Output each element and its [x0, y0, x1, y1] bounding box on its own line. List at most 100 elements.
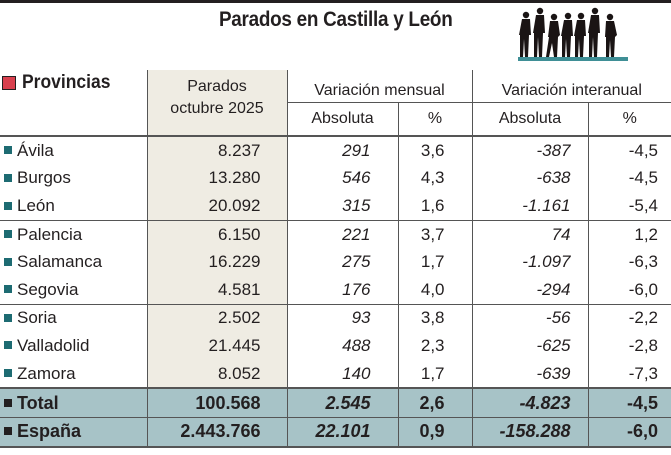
mensual-pct-value: 1,7 [397, 359, 472, 389]
interanual-pct-value: -2,8 [587, 332, 671, 360]
mensual-pct-value: 4,3 [397, 164, 472, 193]
parados-header-line1: Parados [187, 78, 247, 95]
interanual-abs-value: -158.288 [471, 416, 588, 448]
parados-value: 20.092 [146, 192, 288, 221]
mensual-pct-value: 3,8 [397, 303, 472, 333]
interanual-pct-value: 1,2 [587, 219, 671, 249]
people-queue-icon [518, 7, 628, 61]
total-label: Total [17, 392, 59, 413]
mensual-abs-value: 488 [342, 335, 371, 355]
unemployment-table: Parados octubre 2025 Variación mensual V… [0, 70, 671, 448]
mensual-abs-value: 93 [287, 303, 398, 333]
interanual-pct-value: -2,2 [587, 303, 671, 333]
interanual-absoluta-header: Absoluta [471, 102, 588, 136]
parados-value: 4.581 [146, 275, 288, 305]
province-name: Zamora [17, 363, 76, 383]
parados-value: 2.443.766 [146, 416, 288, 448]
interanual-pct-value: -6,0 [587, 275, 671, 305]
interanual-pct-value: -4,5 [587, 164, 671, 193]
table-row: Zamora 8.052 140 1,7 -639 -7,3 [0, 359, 671, 389]
mensual-pct-header: % [397, 102, 472, 136]
mensual-absoluta-header: Absoluta [311, 110, 374, 127]
mensual-abs-value: 275 [342, 252, 371, 272]
table-row: Palencia 6.150 221 3,7 74 1,2 [0, 219, 671, 249]
mensual-pct-value: 1,6 [397, 192, 472, 221]
table-row: Soria 2.502 93 3,8 -56 -2,2 [0, 303, 671, 333]
parados-value: 8.237 [146, 135, 288, 165]
table-row: Burgos 13.280 546 4,3 -638 -4,5 [0, 164, 671, 193]
parados-value: 8.052 [146, 359, 288, 389]
interanual-abs-value: -625 [471, 332, 588, 360]
espana-marker-icon [4, 427, 12, 436]
province-marker-icon [4, 341, 12, 350]
province-marker-icon [4, 201, 12, 210]
mensual-abs-value: 546 [342, 168, 371, 188]
province-marker-icon [4, 313, 12, 322]
mensual-pct-value: 3,6 [397, 135, 472, 165]
mensual-abs-value: 221 [287, 219, 398, 249]
province-name: Burgos [17, 168, 71, 188]
parados-value: 13.280 [146, 164, 288, 193]
interanual-pct-value: -6,0 [587, 416, 671, 448]
interanual-pct-value: -4,5 [587, 135, 671, 165]
provincias-marker-icon [2, 76, 16, 90]
mensual-pct-value: 4,0 [397, 275, 472, 305]
province-marker-icon [4, 285, 12, 294]
interanual-abs-value: -1.161 [471, 192, 588, 221]
province-marker-icon [4, 257, 12, 266]
provincias-label: Provincias [22, 72, 111, 93]
interanual-pct-value: -7,3 [587, 359, 671, 389]
interanual-pct-value: -4,5 [587, 387, 671, 418]
mensual-pct-value: 3,7 [397, 219, 472, 249]
province-name: Soria [17, 308, 57, 328]
province-name: León [17, 195, 55, 215]
table-row: Salamanca 16.229 275 1,7 -1.097 -6,3 [0, 248, 671, 276]
interanual-abs-value: -387 [471, 135, 588, 165]
table-row: León 20.092 315 1,6 -1.161 -5,4 [0, 192, 671, 221]
mensual-abs-value: 315 [342, 195, 371, 215]
mensual-abs-value: 176 [342, 279, 371, 299]
interanual-abs-value: -1.097 [471, 248, 588, 276]
interanual-abs-value: -638 [471, 164, 588, 193]
espana-label: España [17, 421, 82, 442]
parados-value: 100.568 [146, 387, 288, 418]
province-marker-icon [4, 369, 12, 378]
parados-value: 6.150 [146, 219, 288, 249]
mensual-pct-value: 0,9 [397, 416, 472, 448]
top-rule [0, 0, 671, 3]
province-name: Ávila [17, 140, 54, 160]
province-name: Segovia [17, 279, 79, 299]
provincias-header: Provincias [2, 72, 118, 94]
variacion-interanual-header: Variación interanual [471, 70, 671, 103]
mensual-abs-value: 22.101 [287, 416, 398, 448]
mensual-pct-value: 2,6 [397, 387, 472, 418]
interanual-abs-value: -294 [471, 275, 588, 305]
interanual-pct-value: -6,3 [587, 248, 671, 276]
mensual-abs-value: 140 [342, 363, 371, 383]
province-marker-icon [4, 230, 12, 239]
espana-row: España 2.443.766 22.101 0,9 -158.288 -6,… [0, 416, 671, 448]
province-marker-icon [4, 146, 12, 155]
mensual-abs-value: 2.545 [287, 387, 398, 418]
interanual-pct-header: % [587, 102, 671, 136]
interanual-pct-value: -5,4 [587, 192, 671, 221]
interanual-abs-value: -56 [471, 303, 588, 333]
province-marker-icon [4, 173, 12, 182]
parados-value: 16.229 [146, 248, 288, 276]
mensual-pct-value: 1,7 [397, 248, 472, 276]
table-row: Valladolid 21.445 488 2,3 -625 -2,8 [0, 332, 671, 360]
total-marker-icon [4, 398, 12, 407]
province-name: Salamanca [17, 252, 103, 272]
province-name: Valladolid [17, 335, 90, 355]
parados-header: Parados octubre 2025 [146, 70, 288, 136]
parados-value: 2.502 [146, 303, 288, 333]
table-row: Segovia 4.581 176 4,0 -294 -6,0 [0, 275, 671, 305]
parados-header-line2: octubre 2025 [170, 100, 264, 117]
mensual-pct-value: 2,3 [397, 332, 472, 360]
total-row: Total 100.568 2.545 2,6 -4.823 -4,5 [0, 387, 671, 418]
interanual-abs-value: 74 [471, 219, 588, 249]
interanual-abs-value: -639 [471, 359, 588, 389]
parados-value: 21.445 [146, 332, 288, 360]
table-row: Ávila 8.237 291 3,6 -387 -4,5 [0, 135, 671, 165]
interanual-abs-value: -4.823 [471, 387, 588, 418]
